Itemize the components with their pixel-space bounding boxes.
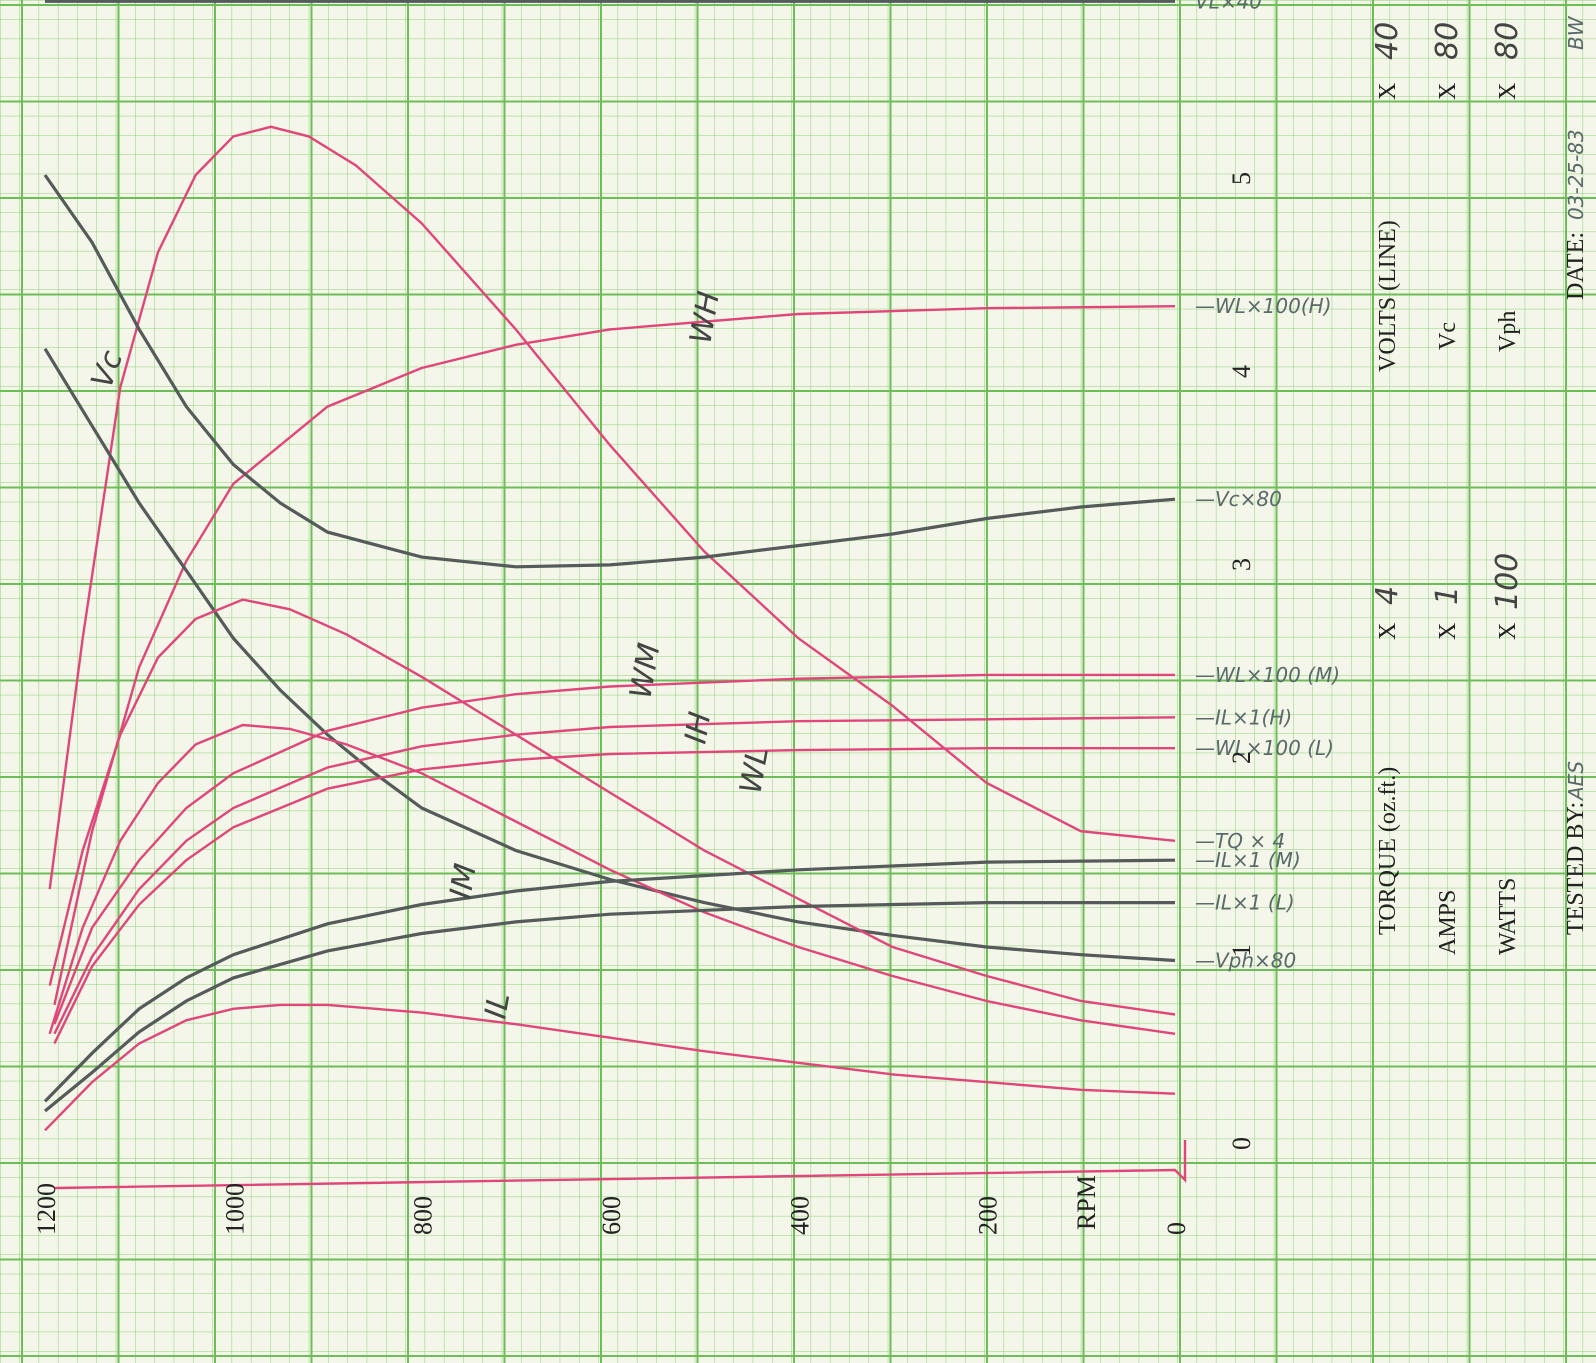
curve-inline-label-3: IH	[678, 709, 718, 746]
scale-watts-value: 100	[1490, 553, 1525, 610]
series-line-1	[48, 125, 1176, 890]
rpm-tick-400: 400	[785, 1196, 814, 1235]
scale-amps-mult: X	[1435, 623, 1461, 640]
series-end-label-4: —Vph×80	[1195, 949, 1296, 973]
date-label: DATE:	[1563, 232, 1589, 300]
curve-inline-label-4: WL	[733, 745, 776, 797]
scale-torque-value: 4	[1370, 586, 1405, 605]
curve-end-labels: VL×40 —TQ × 4 —WL×100(H) —Vc×80 —Vph×80 —WL×1…	[1195, 0, 1340, 973]
series-end-label-11: —IL×1 (L)	[1195, 891, 1295, 915]
volts-line-label: VOLTS (LINE)	[1375, 220, 1401, 372]
series-line-6	[53, 673, 1175, 1025]
amps-label: AMPS	[1435, 890, 1461, 955]
scale-header: TORQUE (oz.ft.) X 4 AMPS X 1 WATTS X 100…	[1370, 15, 1589, 955]
scale-vc-value: 80	[1430, 22, 1465, 60]
series-line-11	[43, 901, 1175, 1113]
series-line-4	[43, 347, 1176, 963]
date-value: 03-25-83	[1564, 129, 1588, 220]
torque-tick-1: 1	[1227, 944, 1256, 957]
scale-vph-value: 80	[1490, 22, 1525, 60]
series-line-5	[48, 598, 1176, 1016]
curves	[43, 0, 1187, 1190]
series-line-2	[53, 305, 1176, 1006]
series-line-9	[53, 747, 1175, 1045]
torque-tick-5: 5	[1227, 172, 1256, 185]
rpm-tick-1000: 1000	[220, 1183, 249, 1235]
scale-vph-mult: X	[1495, 83, 1521, 100]
scale-vc-mult: X	[1435, 83, 1461, 100]
series-end-label-10: —IL×1 (M)	[1195, 848, 1301, 872]
rpm-baseline	[54, 1140, 1187, 1190]
vc-label: Vc	[1435, 322, 1461, 350]
curve-inline-label-6: IL	[478, 990, 517, 1021]
series-end-label-1: —TQ × 4	[1195, 829, 1285, 853]
torque-tick-2: 2	[1227, 751, 1256, 764]
tested-by-value: AES	[1564, 761, 1588, 802]
series-line-7	[53, 716, 1176, 1035]
series-line-8	[48, 723, 1176, 1035]
rpm-tick-200: 200	[974, 1196, 1003, 1235]
rpm-tick-600: 600	[597, 1196, 626, 1235]
series-line-12	[44, 1003, 1176, 1132]
series-end-label-7: —IL×1(H)	[1195, 705, 1292, 729]
curve-inline-label-5: IM	[443, 861, 484, 901]
scale-volts-mult: X	[1375, 83, 1401, 100]
series-end-label-2: —WL×100(H)	[1195, 294, 1332, 318]
scale-volts-value: 40	[1370, 22, 1405, 60]
tested-by-label: TESTED BY:	[1563, 802, 1589, 935]
series-end-label-6: —WL×100 (M)	[1195, 663, 1340, 687]
rpm-tick-800: 800	[409, 1196, 438, 1235]
series-end-label-0: VL×40	[1195, 0, 1262, 13]
rpm-tick-0: 0	[1162, 1222, 1191, 1235]
scale-amps-value: 1	[1430, 586, 1465, 605]
torque-tick-3: 3	[1227, 558, 1256, 571]
scale-torque-mult: X	[1375, 623, 1401, 640]
torque-tick-0: 0	[1227, 1137, 1256, 1150]
series-end-label-9: —WL×100 (L)	[1195, 736, 1334, 760]
series-end-label-3: —Vc×80	[1195, 487, 1282, 511]
scale-watts-mult: X	[1495, 623, 1521, 640]
series-line-3	[43, 174, 1176, 569]
rpm-axis-label: RPM	[1072, 1175, 1101, 1230]
rpm-tick-1200: 1200	[32, 1183, 61, 1235]
watts-label: WATTS	[1495, 878, 1521, 955]
axis-ticks: 0 1 2 3 4 5 1200 1000 800 600 400 200 0	[32, 172, 1256, 1235]
vph-label: Vph	[1495, 311, 1521, 352]
torque-tick-4: 4	[1227, 365, 1256, 378]
initials: BW	[1564, 15, 1588, 50]
series-line-10	[43, 858, 1176, 1103]
torque-axis-label: TORQUE (oz.ft.)	[1375, 767, 1401, 935]
